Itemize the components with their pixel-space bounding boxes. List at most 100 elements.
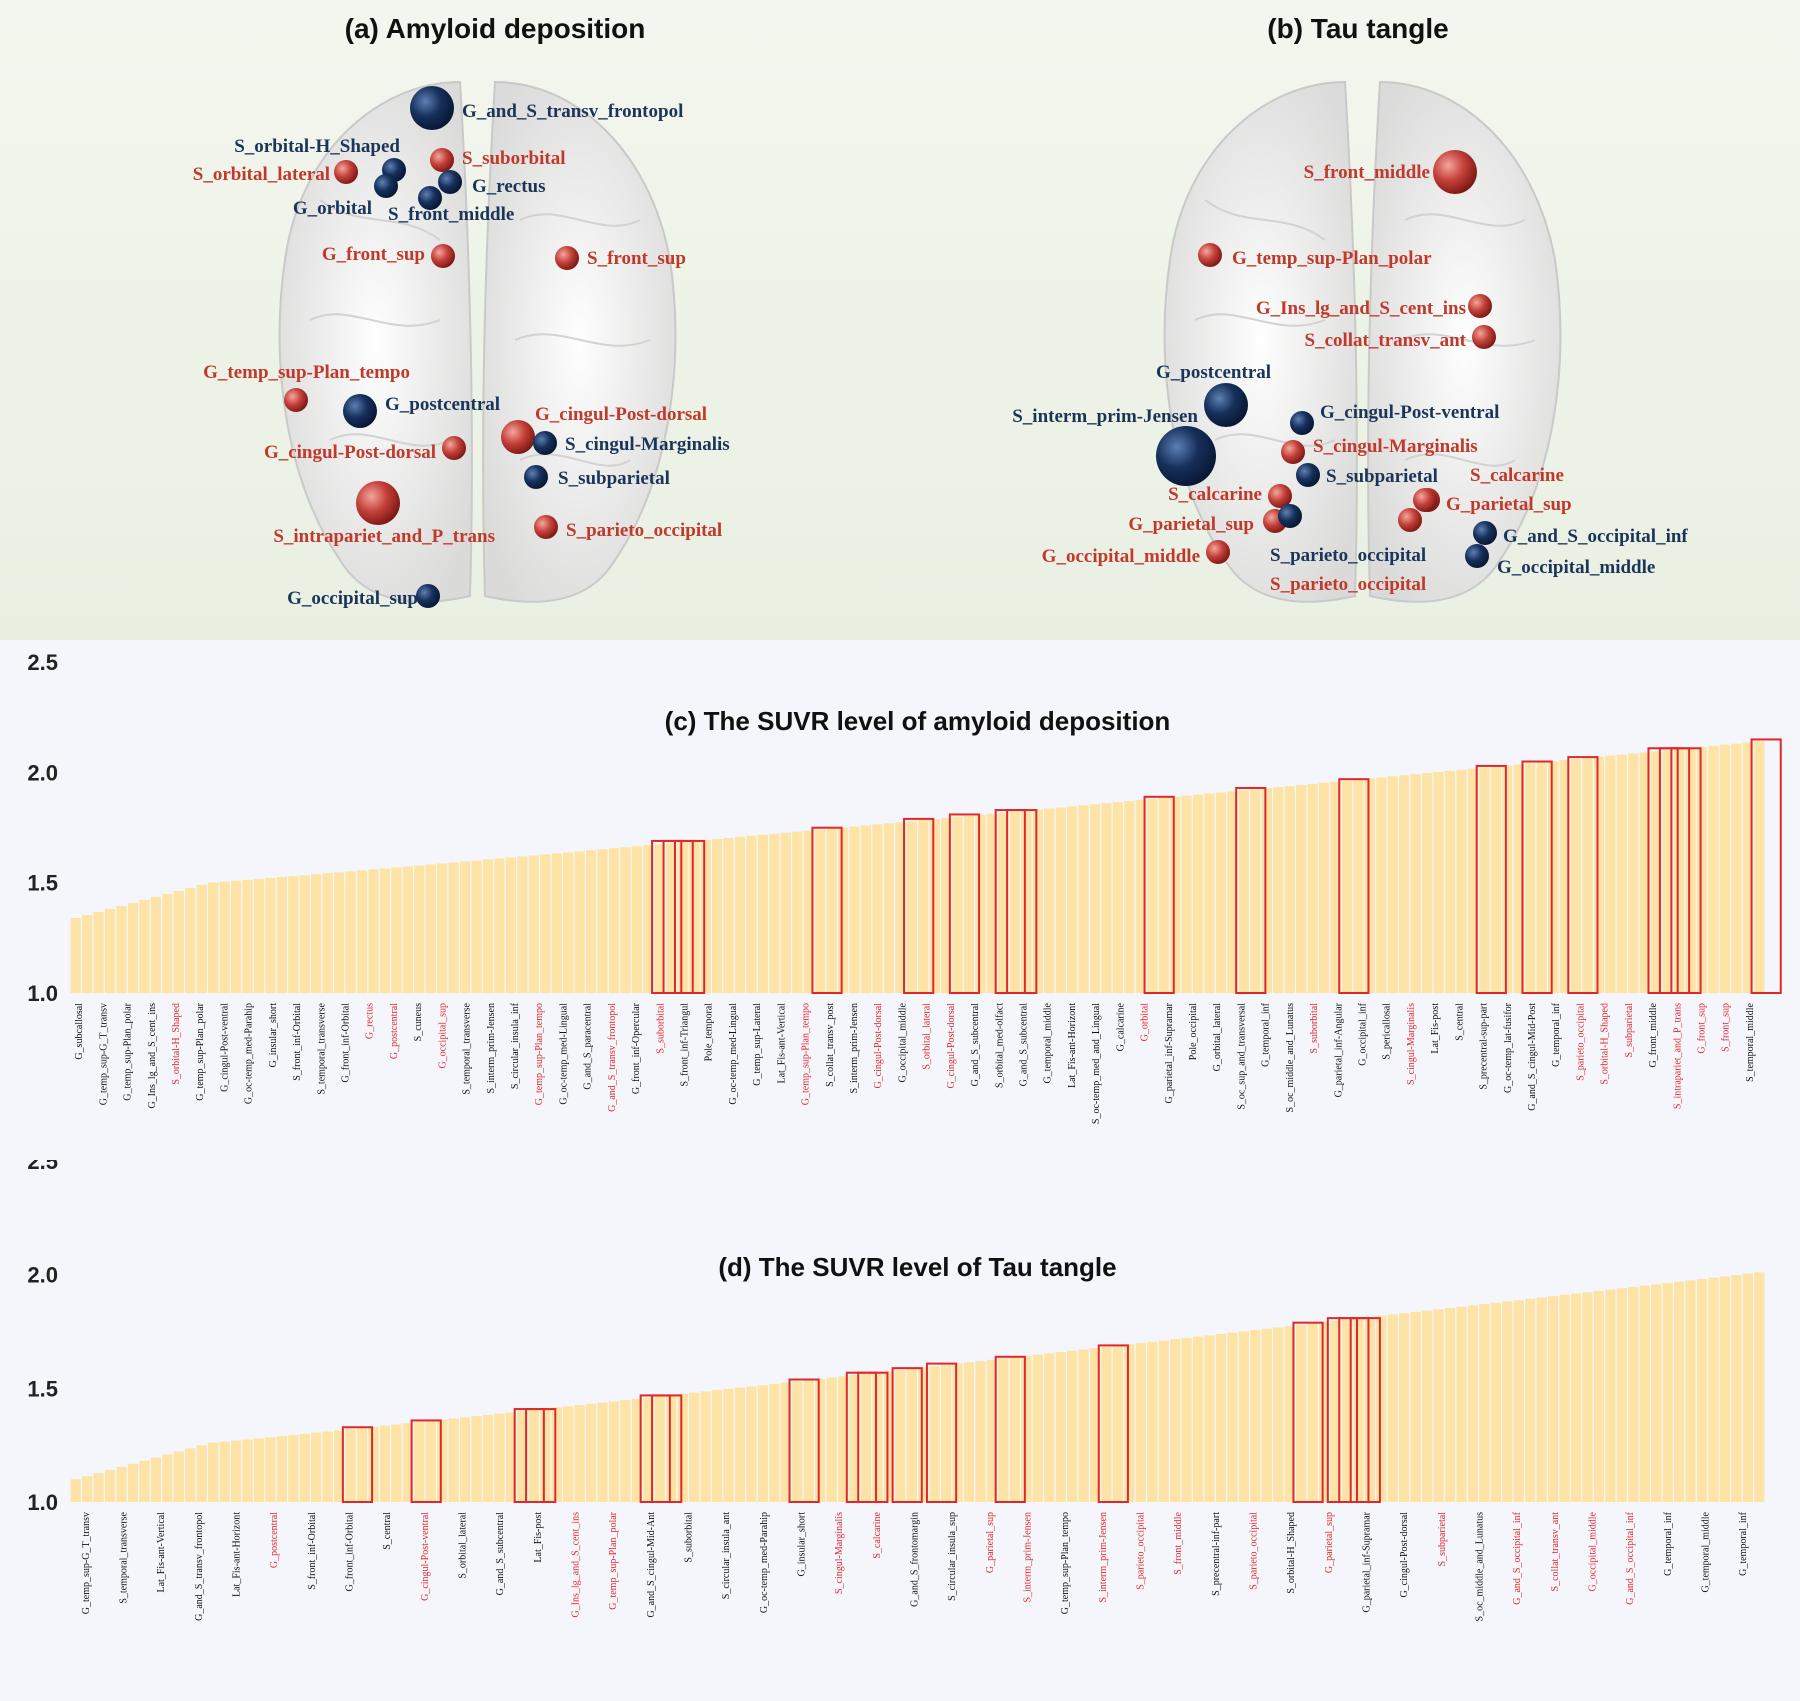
bar bbox=[1181, 1337, 1192, 1502]
y-tick-label: 2.5 bbox=[27, 1160, 58, 1174]
x-tick-label: Lat_Fis-post bbox=[533, 1512, 544, 1563]
bar bbox=[826, 828, 837, 993]
bar bbox=[815, 829, 826, 993]
bar bbox=[1422, 1310, 1433, 1502]
bar bbox=[1307, 783, 1318, 993]
x-tick-label: S_interm_prim-Jensen bbox=[849, 1003, 860, 1094]
bar bbox=[734, 836, 746, 993]
bar bbox=[494, 1413, 505, 1502]
bar bbox=[459, 1417, 471, 1502]
panel-b-node-s-front-middle bbox=[1433, 150, 1477, 194]
panel-b-node-label: G_parietal_sup bbox=[1128, 514, 1254, 535]
bar bbox=[1158, 1340, 1169, 1502]
x-tick-label: G_temp_sup-Plan_tempo bbox=[534, 1003, 545, 1105]
panel-b-node-label: G_cingul-Post-ventral bbox=[1320, 402, 1499, 423]
bar bbox=[963, 815, 975, 993]
x-tick-label: G_temporal_inf bbox=[1663, 1511, 1674, 1576]
x-tick-label: G_front_inf-Opercular bbox=[631, 1002, 642, 1094]
highlight-box bbox=[1750, 738, 1782, 994]
bar bbox=[70, 917, 81, 993]
bar bbox=[1273, 787, 1284, 993]
panel-a-node-g-occipital-sup bbox=[416, 584, 440, 608]
bar bbox=[208, 1442, 219, 1502]
highlight-box bbox=[857, 1371, 889, 1503]
x-tick-label: G_front_sup bbox=[1696, 1003, 1707, 1054]
bar bbox=[677, 842, 688, 993]
bar bbox=[585, 850, 597, 993]
bar bbox=[1261, 1328, 1272, 1502]
bar bbox=[872, 1372, 883, 1502]
bar bbox=[608, 848, 620, 993]
bar bbox=[127, 902, 139, 993]
bar bbox=[1547, 761, 1559, 993]
bar bbox=[288, 1435, 299, 1502]
panel-a-title: (a) Amyloid deposition bbox=[345, 13, 646, 44]
bar bbox=[654, 844, 665, 993]
x-tick-label: G_occipital_sup bbox=[437, 1003, 448, 1069]
panel-b-node-label: S_collat_transv_ant bbox=[1305, 330, 1467, 351]
bar bbox=[1387, 1314, 1398, 1502]
bar bbox=[1101, 803, 1112, 993]
bar bbox=[505, 1412, 517, 1502]
x-tick-label: S_circular_insula_inf bbox=[510, 1002, 521, 1089]
panel-b-node-label: S_subparietal bbox=[1326, 466, 1438, 487]
bar bbox=[1479, 1304, 1490, 1502]
bar bbox=[792, 1381, 803, 1502]
bar bbox=[414, 865, 425, 993]
x-tick-label: S_parieto_occipital bbox=[1249, 1512, 1260, 1590]
chart-amyloid-suvr: 1.0 1.5 2.0 2.5 (c) The SUVR level of amyloi… bbox=[0, 640, 1800, 1160]
bar bbox=[1170, 796, 1181, 993]
bar bbox=[1410, 1311, 1421, 1502]
bar bbox=[173, 890, 184, 993]
x-tick-label: G_parietal_inf-Supramar bbox=[1362, 1511, 1373, 1612]
bar bbox=[780, 1382, 791, 1502]
panel-b-node-label: S_cingul-Marginalis bbox=[1313, 436, 1478, 457]
panel-b-node-s-collat-transv-ant bbox=[1472, 325, 1496, 349]
x-tick-label: S_orbital_lateral bbox=[922, 1003, 933, 1070]
bar bbox=[1215, 1333, 1227, 1502]
bar bbox=[242, 1439, 253, 1502]
x-tick-label: G_front_middle bbox=[1648, 1002, 1659, 1067]
bar bbox=[402, 1423, 413, 1502]
bar bbox=[941, 818, 952, 993]
x-tick-label: G_occipital_middle bbox=[897, 1002, 908, 1082]
bar bbox=[127, 1463, 139, 1502]
panel-a-node-s-front-middle bbox=[418, 186, 442, 210]
highlight-box bbox=[1097, 1344, 1129, 1503]
bar bbox=[872, 824, 883, 993]
highlight-box bbox=[994, 1355, 1026, 1503]
bar bbox=[1135, 1343, 1146, 1502]
bar bbox=[173, 1451, 184, 1502]
x-tick-label: S_interm_prim-Jensen bbox=[486, 1003, 497, 1094]
bar bbox=[322, 873, 333, 993]
bar bbox=[643, 845, 654, 993]
bar bbox=[608, 1401, 620, 1502]
bar bbox=[1742, 742, 1753, 993]
bar bbox=[1651, 1284, 1662, 1502]
x-tick-label: G_and_S_paracentral bbox=[583, 1003, 594, 1090]
bar bbox=[1261, 788, 1272, 993]
x-tick-label: S_cingul-Marginalis bbox=[1406, 1003, 1417, 1085]
x-tick-label: S_temporal_transverse bbox=[119, 1511, 130, 1603]
bar bbox=[1422, 773, 1433, 993]
bar bbox=[1628, 1286, 1639, 1502]
bar bbox=[379, 868, 391, 993]
x-tick-label: G_orbital_lateral bbox=[1212, 1003, 1223, 1072]
x-tick-label: S_front_inf-Triangul bbox=[679, 1003, 690, 1087]
bars bbox=[70, 1272, 1765, 1502]
x-tick-label: G_temp_sup-Plan_tempo bbox=[801, 1003, 812, 1105]
x-tick-label: S_central bbox=[1454, 1003, 1465, 1041]
bar bbox=[1754, 1272, 1765, 1502]
y-tick-label: 2.5 bbox=[27, 650, 58, 675]
x-tick-label: G_parietal_inf-Supramar bbox=[1164, 1002, 1175, 1103]
bar bbox=[1044, 808, 1055, 993]
bar bbox=[1318, 1322, 1330, 1502]
panel-b-node-g-ins-lg-and-s-cent-ins bbox=[1468, 294, 1492, 318]
bar bbox=[551, 853, 562, 993]
x-tick-label: S_collat_transv_ant bbox=[1550, 1512, 1561, 1592]
bar bbox=[162, 1454, 173, 1502]
bar bbox=[391, 867, 402, 993]
bar bbox=[975, 814, 986, 993]
bar bbox=[1364, 1317, 1376, 1502]
highlight-box bbox=[925, 1362, 958, 1503]
